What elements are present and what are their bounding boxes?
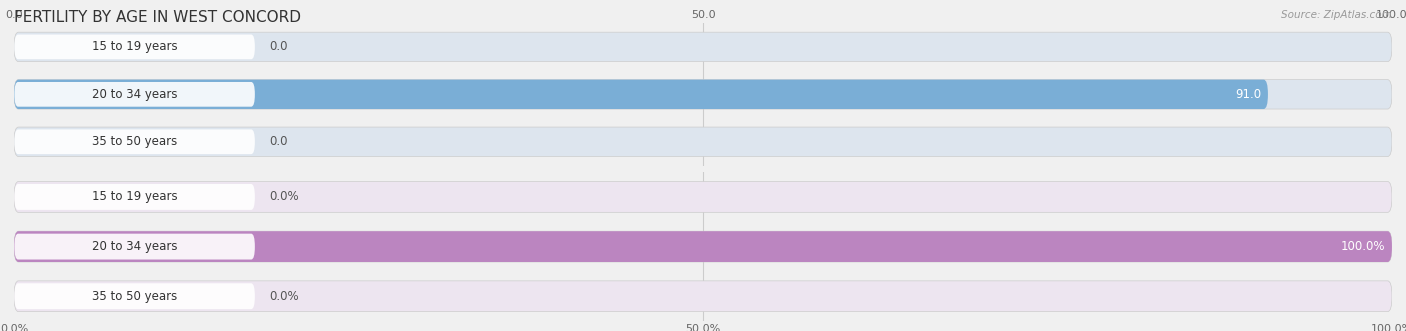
Text: 15 to 19 years: 15 to 19 years [91,40,177,53]
Text: 0.0: 0.0 [269,40,287,53]
FancyBboxPatch shape [14,127,1392,157]
Text: 15 to 19 years: 15 to 19 years [91,190,177,204]
Text: 0.0%: 0.0% [269,190,298,204]
FancyBboxPatch shape [14,234,254,260]
FancyBboxPatch shape [14,231,1392,262]
Text: 0.0: 0.0 [269,135,287,148]
Text: 35 to 50 years: 35 to 50 years [91,290,177,303]
Text: 0.0%: 0.0% [269,290,298,303]
Text: 20 to 34 years: 20 to 34 years [91,88,177,101]
FancyBboxPatch shape [14,82,254,107]
FancyBboxPatch shape [14,80,1392,109]
FancyBboxPatch shape [14,184,254,210]
Text: 100.0%: 100.0% [1340,240,1385,253]
FancyBboxPatch shape [14,34,254,59]
FancyBboxPatch shape [14,181,1392,213]
FancyBboxPatch shape [14,231,1392,262]
Text: 91.0: 91.0 [1234,88,1261,101]
Text: FERTILITY BY AGE IN WEST CONCORD: FERTILITY BY AGE IN WEST CONCORD [14,10,301,25]
FancyBboxPatch shape [14,129,254,154]
Text: 35 to 50 years: 35 to 50 years [91,135,177,148]
Text: 20 to 34 years: 20 to 34 years [91,240,177,253]
FancyBboxPatch shape [14,281,1392,312]
FancyBboxPatch shape [14,283,254,309]
FancyBboxPatch shape [14,32,1392,62]
FancyBboxPatch shape [14,80,1268,109]
Text: Source: ZipAtlas.com: Source: ZipAtlas.com [1281,10,1392,20]
